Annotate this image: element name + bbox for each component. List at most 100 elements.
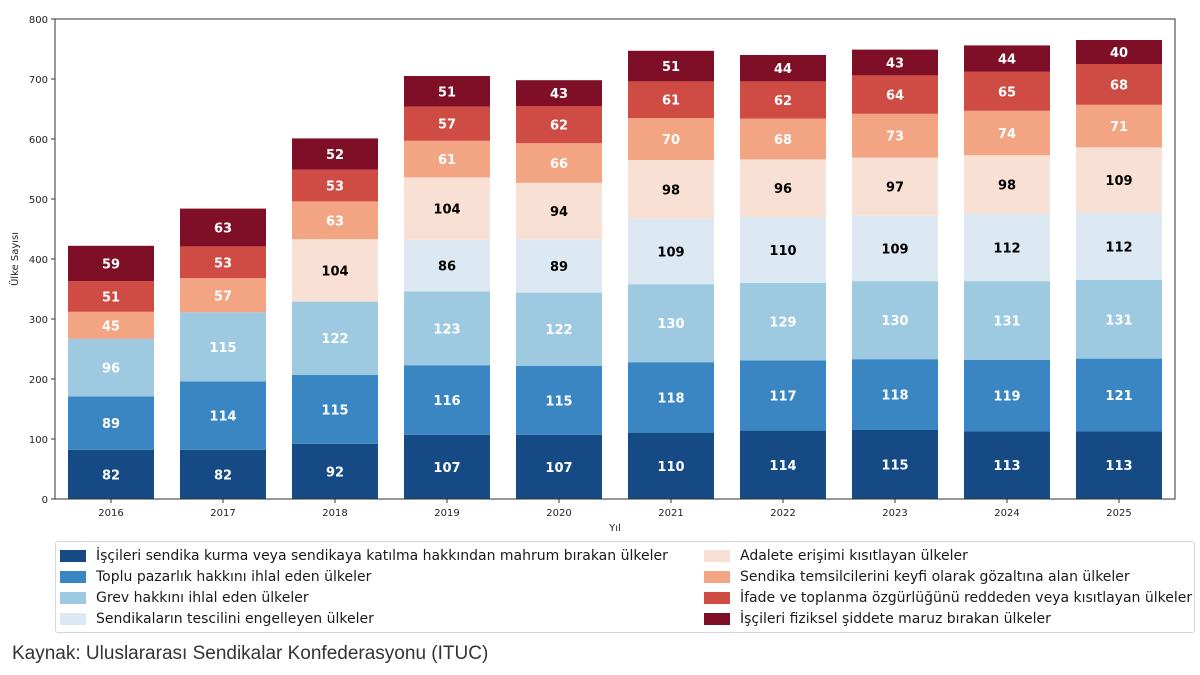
y-tick-label: 200 <box>29 375 48 386</box>
bar-segment <box>292 169 378 202</box>
bar-segment <box>68 311 154 339</box>
bar-segment <box>740 360 826 431</box>
data-label: 117 <box>769 390 796 405</box>
data-label: 52 <box>326 148 344 163</box>
data-label: 92 <box>326 465 344 480</box>
y-tick-label: 500 <box>29 195 48 206</box>
bar-segment <box>852 157 938 216</box>
bar-segment <box>180 278 266 313</box>
data-label: 66 <box>550 157 568 172</box>
bar-segment <box>292 374 378 444</box>
bar-segment <box>516 365 602 435</box>
bar-segment <box>740 217 826 283</box>
data-label: 122 <box>321 332 348 347</box>
legend-swatch <box>704 613 730 625</box>
bar-segment <box>180 381 266 450</box>
source-caption: Kaynak: Uluslararası Sendikalar Konfeder… <box>12 643 489 664</box>
bar-segment <box>964 110 1050 156</box>
bar-segment <box>852 75 938 114</box>
data-label: 74 <box>998 127 1016 142</box>
data-label: 115 <box>321 403 348 418</box>
y-tick-label: 400 <box>29 255 48 266</box>
data-label: 44 <box>998 53 1016 68</box>
data-label: 123 <box>433 322 460 337</box>
bar-segment <box>404 140 490 178</box>
legend-item: Sendikaların tescilini engelleyen ülkele… <box>60 609 374 629</box>
bar-segment <box>68 338 154 397</box>
data-label: 109 <box>657 246 684 261</box>
bar-segment <box>1076 40 1162 64</box>
data-label: 45 <box>102 319 120 334</box>
bar-segment <box>740 283 826 361</box>
y-tick-label: 600 <box>29 135 48 146</box>
data-label: 51 <box>102 291 120 306</box>
x-tick-label: 2019 <box>434 508 459 519</box>
bar-segment <box>964 214 1050 282</box>
bar-segment <box>180 208 266 247</box>
data-label: 73 <box>886 130 904 145</box>
data-label: 64 <box>886 89 904 104</box>
data-label: 104 <box>433 203 460 218</box>
bar-segment <box>516 143 602 183</box>
y-tick-label: 300 <box>29 315 48 326</box>
data-label: 61 <box>662 94 680 109</box>
legend-label: Adalete erişimi kısıtlayan ülkeler <box>740 548 968 564</box>
bar-segment <box>628 50 714 82</box>
bar-segment <box>852 430 938 499</box>
bar-segment <box>628 81 714 118</box>
legend-swatch <box>60 571 86 583</box>
data-label: 114 <box>769 459 796 474</box>
bar-segment <box>180 449 266 499</box>
data-label: 68 <box>774 133 792 148</box>
bar-segment <box>292 239 378 302</box>
data-label: 113 <box>993 459 1020 474</box>
y-tick-label: 100 <box>29 435 48 446</box>
bar-segment <box>1076 280 1162 359</box>
bar-segment <box>852 113 938 158</box>
data-label: 70 <box>662 133 680 148</box>
bar-segment <box>180 312 266 382</box>
data-label: 51 <box>662 60 680 75</box>
data-label: 112 <box>993 242 1020 257</box>
data-label: 59 <box>102 258 120 273</box>
data-label: 44 <box>774 62 792 77</box>
data-label: 43 <box>886 57 904 72</box>
data-label: 112 <box>1105 240 1132 255</box>
bar-segment <box>516 434 602 499</box>
bar-segment <box>292 138 378 170</box>
legend-item: İşçileri fiziksel şiddete maruz bırakan … <box>704 609 1051 629</box>
data-label: 63 <box>326 214 344 229</box>
x-tick-label: 2025 <box>1106 508 1131 519</box>
data-label: 96 <box>774 182 792 197</box>
data-label: 98 <box>998 179 1016 194</box>
data-label: 119 <box>993 390 1020 405</box>
bar-segment <box>516 106 602 144</box>
bar-segment <box>404 76 490 107</box>
data-label: 68 <box>1110 78 1128 93</box>
x-tick-label: 2024 <box>994 508 1019 519</box>
bar-segment <box>1076 358 1162 432</box>
data-label: 131 <box>1105 313 1132 328</box>
bar-segment <box>404 177 490 240</box>
bar-segment <box>516 182 602 240</box>
bar-segment <box>68 396 154 450</box>
chart-legend: İşçileri sendika kurma veya sendikaya ka… <box>55 541 1195 633</box>
x-tick-label: 2018 <box>322 508 347 519</box>
x-tick-label: 2017 <box>210 508 235 519</box>
data-label: 82 <box>102 468 120 483</box>
data-label: 116 <box>433 394 460 409</box>
data-label: 71 <box>1110 120 1128 135</box>
bar-segment <box>852 281 938 360</box>
legend-swatch <box>60 592 86 604</box>
data-label: 65 <box>998 85 1016 100</box>
data-label: 118 <box>881 389 908 404</box>
data-label: 43 <box>550 87 568 102</box>
legend-label: İfade ve toplanma özgürlüğünü reddeden v… <box>740 590 1193 606</box>
bar-segment <box>292 443 378 499</box>
legend-label: Sendika temsilcilerini keyfi olarak göza… <box>740 569 1130 585</box>
legend-label: Grev hakkını ihlal eden ülkeler <box>96 590 309 606</box>
bar-segment <box>964 71 1050 111</box>
data-label: 130 <box>881 314 908 329</box>
bar-segment <box>516 80 602 106</box>
bar-segment <box>516 292 602 366</box>
